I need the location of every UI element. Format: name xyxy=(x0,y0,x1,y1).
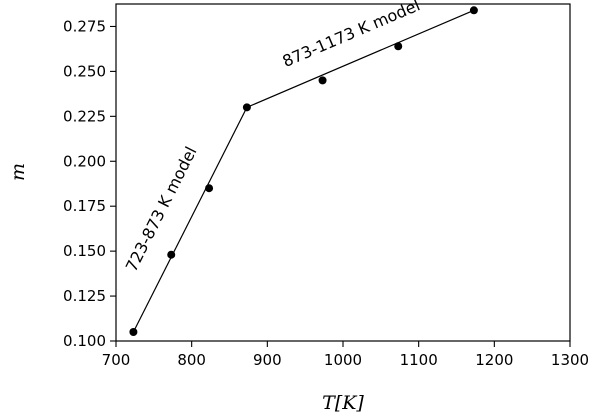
y-axis-label: m xyxy=(7,163,29,181)
x-tick-label: 1000 xyxy=(324,351,362,369)
fit-line xyxy=(246,9,475,108)
data-point xyxy=(318,76,327,85)
x-axis: 700 800 900 1000 1100 1200 1300 xyxy=(102,341,589,369)
data-point xyxy=(242,103,251,112)
annotation-label: 873-1173 K model xyxy=(280,0,423,71)
x-tick-label: 800 xyxy=(177,351,206,369)
y-tick-label: 0.175 xyxy=(63,197,106,215)
data-point xyxy=(129,328,138,337)
fit-line xyxy=(132,107,248,333)
fit-lines xyxy=(132,9,475,333)
data-point xyxy=(469,6,478,15)
x-axis-label: T[K] xyxy=(322,392,364,414)
annotation-label: 723-873 K model xyxy=(122,144,201,275)
y-axis: 0.100 0.125 0.150 0.175 0.200 0.225 0.250 0.275 xyxy=(63,17,116,350)
data-point xyxy=(167,250,176,259)
x-tick-label: 700 xyxy=(102,351,131,369)
y-tick-label: 0.200 xyxy=(63,152,106,170)
y-tick-label: 0.125 xyxy=(63,287,106,305)
y-tick-label: 0.250 xyxy=(63,62,106,80)
x-tick-label: 1100 xyxy=(400,351,438,369)
x-tick-label: 900 xyxy=(253,351,282,369)
data-point xyxy=(205,184,214,193)
y-tick-label: 0.225 xyxy=(63,107,106,125)
data-points xyxy=(129,6,478,337)
x-tick-label: 1200 xyxy=(475,351,513,369)
annotations: 723-873 K model 873-1173 K model xyxy=(122,0,423,275)
x-tick-label: 1300 xyxy=(551,351,589,369)
y-tick-label: 0.150 xyxy=(63,242,106,260)
y-tick-label: 0.275 xyxy=(63,17,106,35)
y-tick-label: 0.100 xyxy=(63,332,106,350)
data-point xyxy=(394,42,403,51)
